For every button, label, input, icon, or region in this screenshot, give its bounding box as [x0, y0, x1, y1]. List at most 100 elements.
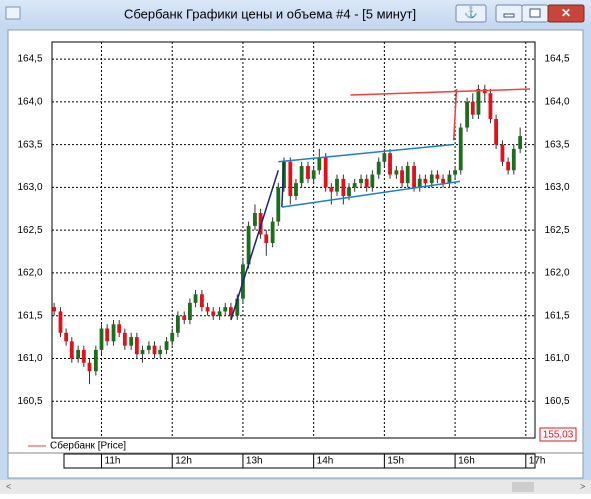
x-tick-label: 14h — [317, 456, 334, 467]
candle-body — [447, 174, 452, 184]
y-tick-label: 163,5 — [17, 139, 42, 150]
candle-body — [134, 337, 139, 355]
trend-line — [281, 180, 461, 208]
close-button[interactable] — [547, 4, 585, 23]
candle-body — [388, 153, 392, 175]
y-tick-label: 162,5 — [17, 225, 42, 236]
candle-body — [518, 136, 523, 149]
candle-body — [376, 161, 381, 175]
scroll-left[interactable]: < — [6, 481, 11, 491]
pin-button[interactable] — [455, 4, 487, 23]
y-tick-label-right: 162,0 — [544, 268, 569, 279]
trend-line — [350, 88, 531, 96]
candle-body — [341, 178, 346, 196]
last-price-box — [539, 427, 577, 442]
client-area — [7, 29, 584, 479]
candle-body — [129, 337, 134, 346]
candle-body — [323, 157, 328, 188]
close-icon: ✕ — [561, 6, 571, 20]
scroll-right[interactable]: > — [580, 481, 585, 491]
minimize-icon — [503, 13, 515, 18]
plot: 160,5 160,5 161,0 161,0 161,5 161,5 162,0 162,0… — [17, 42, 570, 468]
y-tick-label: 161,5 — [17, 310, 42, 321]
candle-body — [205, 307, 210, 312]
x-tick-label: 17h — [529, 456, 546, 467]
y-tick-label-right: 163,5 — [544, 139, 569, 150]
legend-label: Сбербанк [Price] — [50, 440, 126, 452]
y-tick-label-right: 160,5 — [544, 396, 569, 407]
candle-body — [64, 332, 69, 342]
candle-body — [488, 93, 493, 119]
candle-body — [359, 178, 363, 184]
candle-body — [417, 178, 422, 188]
y-tick-label-right: 164,0 — [544, 97, 569, 108]
plot-frame — [51, 41, 536, 439]
candle-body — [187, 302, 192, 320]
y-tick-label-right: 161,0 — [544, 353, 569, 364]
trend-line — [230, 170, 280, 321]
candle-body — [311, 170, 316, 179]
candle-body — [117, 324, 122, 333]
candle-body — [99, 328, 104, 350]
candle-body — [223, 307, 228, 312]
window-title: Сбербанк Графики цены и объема #4 - [5 м… — [124, 6, 416, 21]
candle-body — [364, 178, 369, 188]
time-axis — [63, 453, 536, 469]
candle-body — [412, 166, 416, 188]
y-tick-label: 164,5 — [17, 54, 42, 65]
candle-body — [182, 315, 187, 320]
candle-body — [458, 127, 463, 171]
candle-body — [511, 148, 516, 171]
candle-body — [423, 178, 428, 184]
y-tick-label-right: 162,5 — [544, 225, 569, 236]
candle-body — [253, 213, 257, 226]
candle-body — [69, 341, 74, 359]
candle-body — [400, 170, 404, 184]
y-tick-label-right: 163,0 — [544, 182, 569, 193]
scrollbar[interactable] — [0, 480, 591, 494]
candle-body — [175, 315, 180, 333]
candle-body — [152, 345, 157, 355]
candle-body — [52, 307, 57, 312]
candle-body — [105, 328, 110, 342]
candle-body — [93, 349, 98, 372]
y-tick-label-right: 164,5 — [544, 54, 569, 65]
candle-body — [140, 349, 145, 355]
candle-body — [506, 161, 511, 171]
y-tick-label: 161,0 — [17, 353, 42, 364]
x-tick-label: 16h — [458, 456, 475, 467]
candle-body — [494, 118, 499, 145]
y-tick-label: 160,5 — [17, 396, 42, 407]
trend-line — [281, 161, 285, 208]
candle-body — [394, 170, 399, 175]
candle-body — [317, 157, 322, 171]
candle-body — [158, 349, 163, 355]
maximize-icon — [529, 8, 541, 18]
candle-body — [405, 166, 410, 184]
candle-body — [200, 294, 204, 308]
candle-body — [370, 174, 375, 188]
candle-body — [58, 311, 63, 333]
y-tick-label: 164,0 — [17, 97, 42, 108]
scroll-thumb[interactable] — [512, 482, 534, 492]
candle-body — [87, 362, 92, 372]
candle-body — [193, 294, 198, 303]
candle-body — [81, 349, 86, 363]
x-tick-label: 13h — [246, 456, 263, 467]
candle-body — [211, 311, 216, 316]
candle-body — [264, 234, 269, 243]
y-tick-label: 163,0 — [17, 182, 42, 193]
candle-body — [470, 101, 475, 115]
candle-body — [500, 144, 505, 162]
candle-body — [288, 161, 293, 196]
candle-body — [299, 166, 304, 184]
trend-line — [452, 88, 458, 141]
candle-body — [122, 332, 127, 346]
pin-icon: ⚓ — [464, 6, 478, 19]
candle-body — [465, 101, 470, 128]
candle-body — [111, 324, 116, 342]
candle-body — [270, 221, 275, 243]
candle-body — [229, 307, 233, 316]
candle-body — [429, 174, 434, 184]
